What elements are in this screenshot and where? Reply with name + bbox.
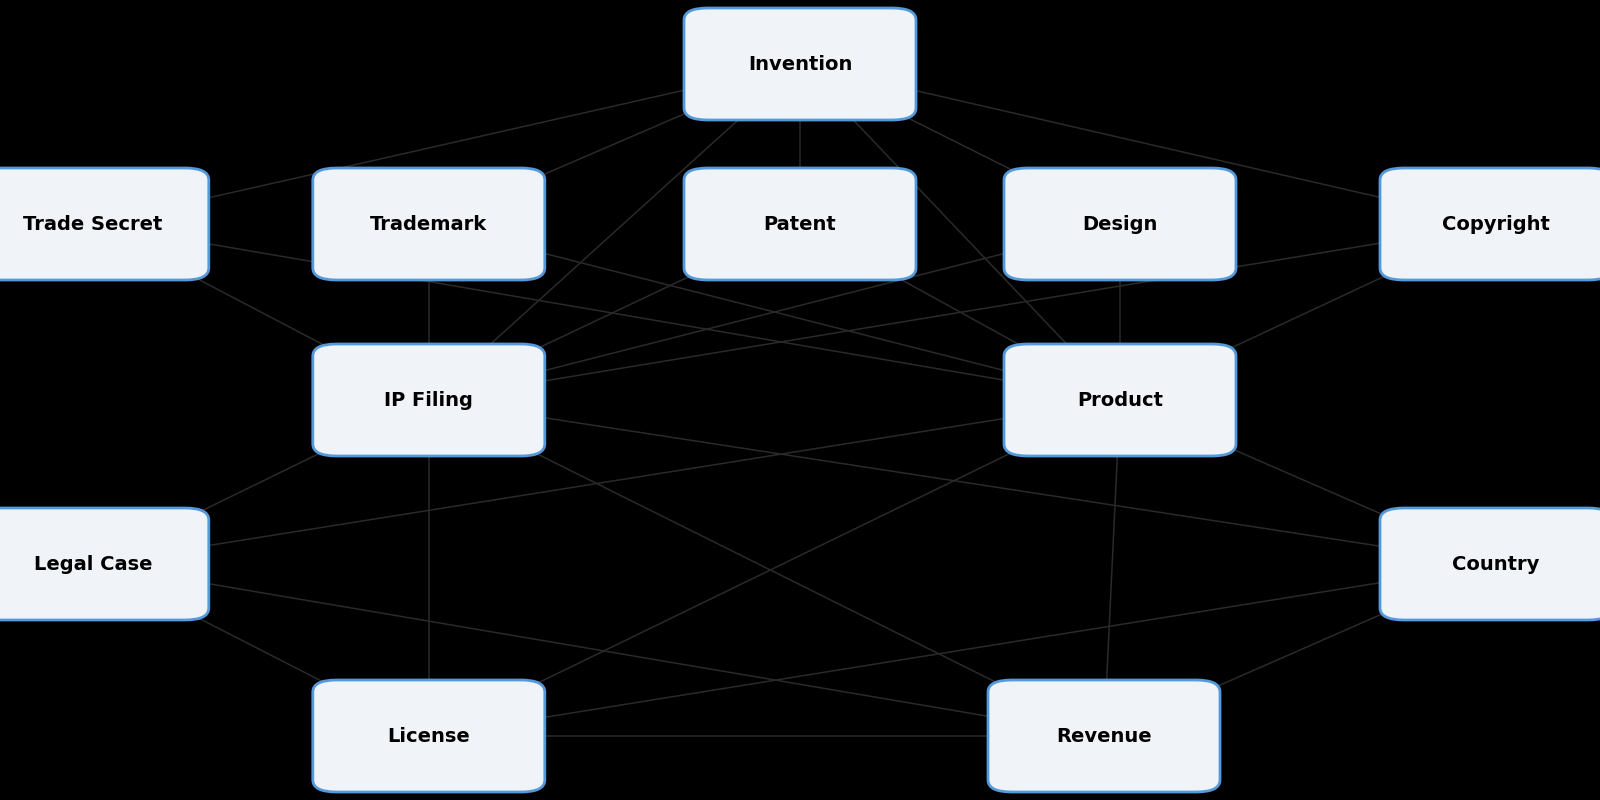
Text: Product: Product (1077, 390, 1163, 410)
Text: Patent: Patent (763, 214, 837, 234)
Text: IP Filing: IP Filing (384, 390, 474, 410)
FancyBboxPatch shape (1379, 508, 1600, 620)
Text: License: License (387, 726, 470, 746)
FancyBboxPatch shape (314, 168, 544, 280)
FancyBboxPatch shape (685, 168, 915, 280)
Text: Country: Country (1453, 554, 1539, 574)
FancyBboxPatch shape (1005, 344, 1235, 456)
Text: Invention: Invention (747, 54, 853, 74)
Text: Copyright: Copyright (1442, 214, 1550, 234)
Text: Trademark: Trademark (370, 214, 488, 234)
FancyBboxPatch shape (0, 508, 208, 620)
FancyBboxPatch shape (0, 168, 208, 280)
FancyBboxPatch shape (987, 680, 1221, 792)
FancyBboxPatch shape (685, 8, 915, 120)
FancyBboxPatch shape (314, 344, 544, 456)
FancyBboxPatch shape (1005, 168, 1235, 280)
FancyBboxPatch shape (1379, 168, 1600, 280)
Text: Trade Secret: Trade Secret (22, 214, 163, 234)
Text: Design: Design (1082, 214, 1158, 234)
FancyBboxPatch shape (314, 680, 544, 792)
Text: Legal Case: Legal Case (34, 554, 152, 574)
Text: Revenue: Revenue (1056, 726, 1152, 746)
